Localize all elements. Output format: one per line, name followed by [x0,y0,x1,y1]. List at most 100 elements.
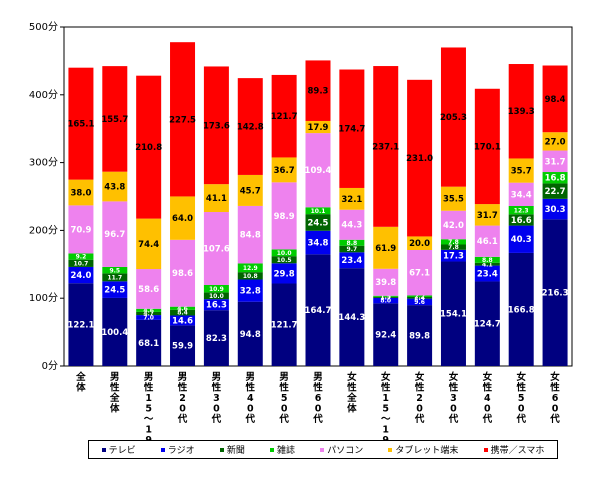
bar-segment [542,132,568,151]
data-label: 82.3 [206,334,227,344]
bar-segment [237,279,263,302]
bar-segment [305,214,331,231]
bar-segment [542,150,568,173]
bar-segment [440,261,466,366]
data-label: 32.1 [341,195,362,205]
data-label: 24.5 [104,286,125,296]
bar-segment [237,174,263,206]
bar-segment [474,281,500,366]
y-tick-label: 400分 [29,89,58,101]
data-label: 29.8 [274,269,295,279]
data-label: 16.3 [206,301,227,311]
bar-segment [271,157,297,183]
data-label: 45.7 [240,186,261,196]
data-label: 39.8 [375,278,396,288]
bar-segment [474,256,500,263]
data-label: 231.0 [406,154,433,164]
data-label: 124.7 [474,320,501,330]
data-label: 7.0 [143,315,154,322]
data-label: 89.3 [308,87,329,97]
data-label: 61.9 [375,244,396,254]
category-label: 女性 6 0 代 [549,371,560,425]
bar-segment [542,183,568,199]
bar-segment [305,207,331,215]
category-label: 女性 4 0 代 [482,371,493,425]
data-label: 98.4 [545,95,566,105]
bar-segment [305,60,331,121]
chart-legend: テレビ ラジオ 新聞 雑誌 パソコン タブレット端末 携帯／スマホ [88,440,558,459]
data-label: 94.8 [240,330,261,340]
data-label: 43.8 [104,183,125,193]
data-label: 4.6 [177,305,188,312]
bar-segment [474,262,500,266]
bar-segment [542,65,568,133]
bar-segment [102,273,128,282]
bar-segment [271,182,297,250]
legend-swatch [101,447,106,452]
bar-segment [508,205,534,215]
bar-segment [440,210,466,240]
data-label: 98.6 [172,269,193,279]
bar-segment [203,184,229,213]
bar-segment [271,249,297,257]
data-label: 31.7 [477,211,498,221]
data-label: 92.4 [375,331,396,341]
bar-segment [407,305,433,366]
bar-segment [407,295,433,297]
data-label: 89.8 [409,332,430,342]
data-label: 4.7 [143,311,154,318]
legend-swatch [219,447,224,452]
bar-segment [440,186,466,211]
data-label: 46.1 [477,237,498,247]
data-label: 121.7 [271,112,298,122]
bar-segment [373,297,399,304]
data-label: 1.5 [380,293,391,300]
data-label: 10.7 [74,260,89,267]
legend-swatch [483,447,488,452]
data-label: 32.8 [240,287,261,297]
bar-segment [373,295,399,297]
legend-label: 携帯／スマホ [490,446,545,456]
bar-segment [305,120,331,134]
bar-segment [68,205,94,254]
data-label: 170.1 [474,142,501,152]
data-label: 10.5 [277,257,292,264]
bar-segment [407,236,433,250]
data-label: 35.5 [443,195,464,205]
bar-segment [440,249,466,262]
legend-swatch [320,447,325,452]
bar-segment [68,283,94,366]
data-label: 11.7 [107,274,122,281]
category-label: 全体 [75,371,86,394]
data-label: 7.8 [448,239,459,246]
bar-segment [102,297,128,366]
data-label: 8.4 [177,310,188,317]
category-label: 男性 3 0 代 [211,372,222,425]
data-label: 139.3 [508,107,535,117]
legend-label: テレビ [108,446,136,456]
bar-segment [373,268,399,296]
legend-item: 携帯／スマホ [483,443,545,456]
legend-item: タブレット端末 [388,443,458,456]
bar-segment [474,265,500,282]
bar-segment [102,266,128,274]
bar-segment [68,253,94,260]
bar-segment [508,158,534,183]
bar-segment [271,256,297,264]
bar-segment [237,301,263,366]
bar-segment [136,218,162,270]
legend-swatch [388,447,393,452]
bar-segment [271,283,297,366]
category-label: 女性 3 0 代 [448,371,459,425]
bar-segment [339,209,365,240]
data-label: 40.3 [511,235,532,245]
data-label: 30.3 [545,205,566,215]
data-label: 122.1 [67,321,94,331]
bar-segment [237,205,263,264]
data-label: 7.8 [448,244,459,251]
bar-segment [170,309,196,316]
data-label: 205.3 [440,113,467,123]
bar-segment [170,306,196,310]
legend-label: ラジオ [167,446,195,456]
y-tick-label: 200分 [29,224,58,236]
